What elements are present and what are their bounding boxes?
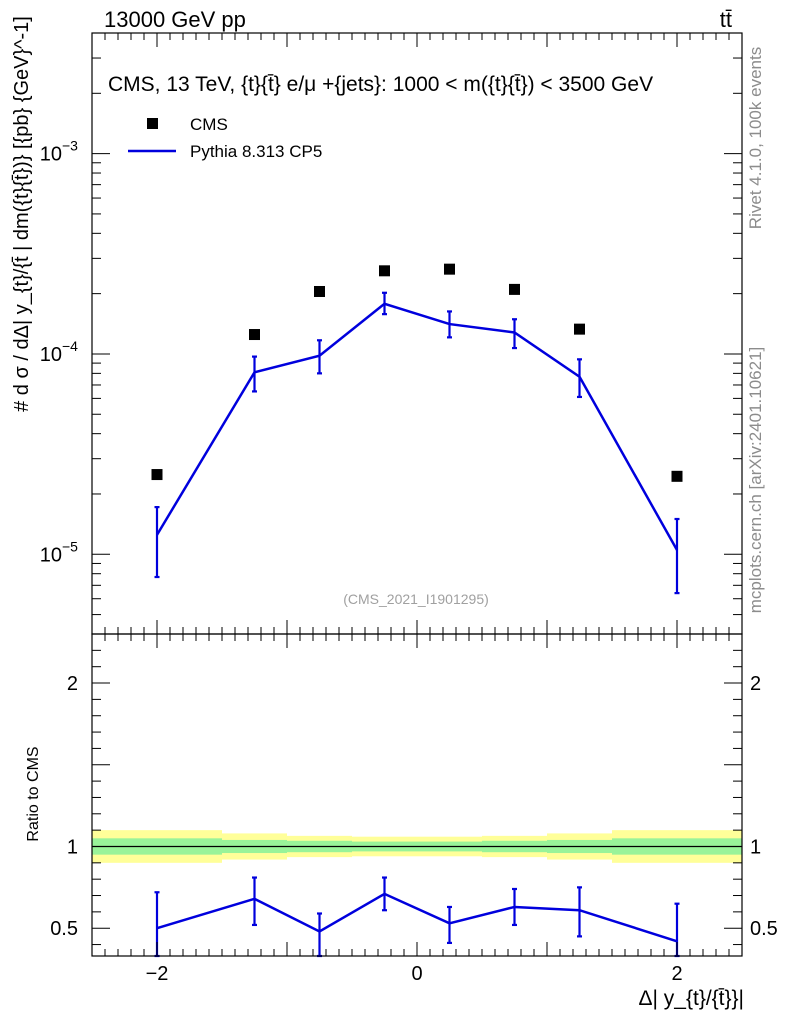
x-tick-label: 0: [411, 963, 422, 985]
ratio-uncertainty-bands: [92, 830, 742, 863]
y-tick-exponent: −3: [62, 138, 78, 154]
analysis-watermark: (CMS_2021_I1901295): [343, 591, 489, 607]
y-tick-exponent: −4: [62, 338, 78, 354]
header-right: tt̄: [720, 7, 732, 32]
cms-data-point: [509, 283, 520, 295]
header-left: 13000 GeV pp: [104, 7, 246, 32]
ratio-tick-label-right: 1: [750, 836, 761, 858]
ratio-tick-label-left: 1: [67, 836, 78, 858]
cms-data-point: [314, 285, 325, 297]
rivet-label: Rivet 4.1.0, 100k events: [746, 47, 765, 229]
ratio-line-pythia: [156, 892, 678, 943]
ratio-y-axis-label: Ratio to CMS: [25, 746, 42, 841]
mcplots-label: mcplots.cern.ch [arXiv:2401.10621]: [746, 347, 765, 613]
cms-data-point: [249, 329, 260, 341]
series-line-pythia: [155, 302, 679, 551]
legend-marker-cms: [147, 118, 158, 129]
legend-label-cms: CMS: [190, 115, 228, 134]
y-tick-label: 10: [40, 544, 62, 566]
cms-data-point: [574, 323, 585, 335]
x-axis-label: Δ| y_{t}/{t̄}}|: [638, 987, 744, 1010]
cms-data-point: [379, 265, 390, 277]
x-tick-label: 2: [671, 963, 682, 985]
x-tick-label: −2: [146, 963, 169, 985]
cms-data-point: [671, 470, 683, 482]
legend-label-pythia: Pythia 8.313 CP5: [190, 142, 322, 161]
ratio-tick-label-right: 0.5: [750, 918, 778, 940]
cms-data-point: [151, 469, 163, 481]
y-tick-label: 10: [40, 144, 62, 166]
main-plot-layer: [151, 263, 683, 595]
ratio-plot-layer: [154, 876, 680, 958]
axes-layer: −2 0 210−510−410 −30.5 0.51 12 2: [40, 32, 778, 985]
y-tick-exponent: −5: [62, 538, 78, 554]
y-axis-label: # d σ / dΔ| y_{t}/{t̄ | dm({t}{t̄})} [{p…: [11, 16, 33, 412]
chart-title: CMS, 13 TeV, {t}{t̄} e/μ +{jets}: 1000 <…: [108, 73, 653, 96]
ratio-tick-label-left: 2: [67, 673, 78, 695]
y-tick-label: 10: [40, 344, 62, 366]
ratio-tick-label-left: 0.5: [50, 918, 78, 940]
cms-data-point: [444, 263, 455, 275]
ratio-tick-label-right: 2: [750, 673, 761, 695]
